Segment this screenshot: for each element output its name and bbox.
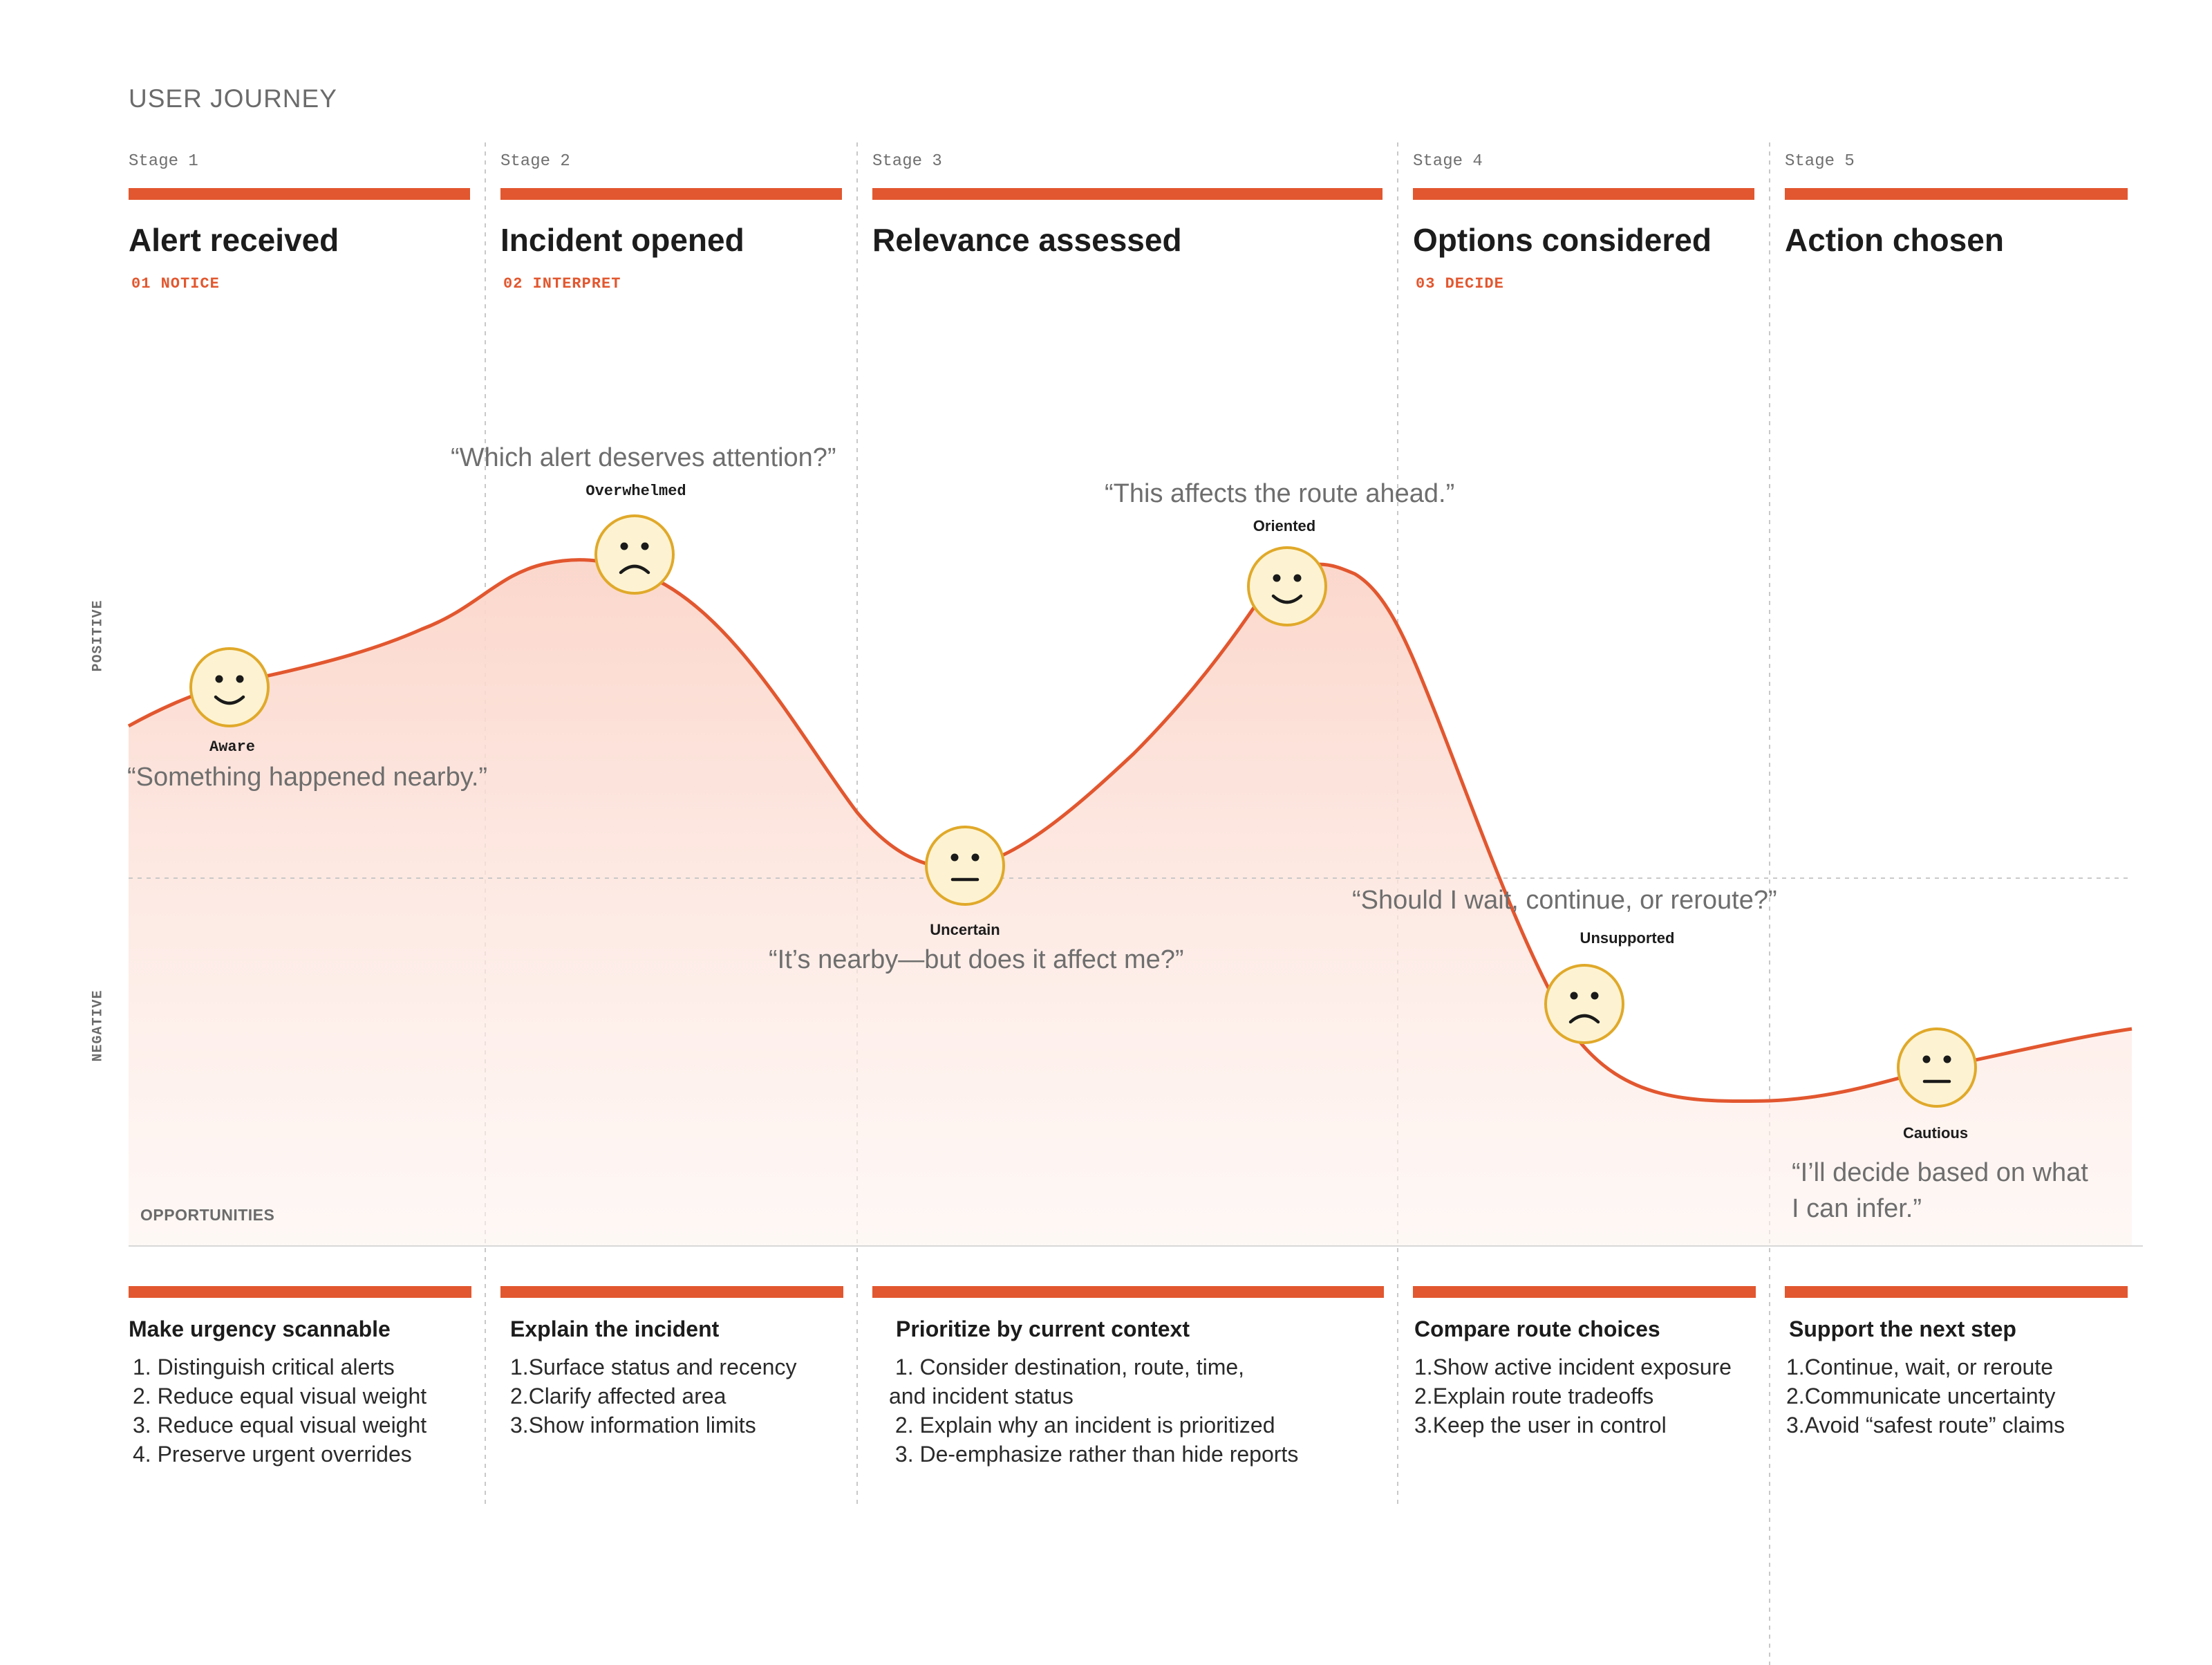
opportunity-bar [129, 1286, 471, 1298]
opportunity-title: Prioritize by current context [896, 1317, 1190, 1341]
opportunity-bar [1413, 1286, 1756, 1298]
opportunity-list: 1. Consider destination, route, time, an… [889, 1352, 1298, 1469]
opportunity-title: Support the next step [1789, 1317, 2016, 1341]
stage-2-header: Stage 2 Incident opened 02 INTERPRET [500, 152, 842, 297]
stage-name: Relevance assessed [872, 222, 1182, 258]
stage-phase: 01 NOTICE [131, 275, 220, 292]
quote-uncertain: “It’s nearby—but does it affect me?” [769, 945, 1184, 974]
opportunities-label: OPPORTUNITIES [140, 1206, 275, 1224]
opportunity-list: 1.Continue, wait, or reroute 2.Communica… [1786, 1352, 2065, 1440]
opportunity-bar [872, 1286, 1384, 1298]
stage-bar [129, 188, 470, 200]
emotion-label-unsupported: Unsupported [1580, 929, 1675, 947]
list-item: and incident status [889, 1384, 1074, 1408]
stage-bar [872, 188, 1382, 200]
list-item: 3.Avoid “safest route” claims [1786, 1413, 2065, 1438]
stage-number: Stage 1 [129, 152, 198, 171]
opportunity-title: Compare route choices [1414, 1317, 1660, 1341]
opportunity-list: 1.Show active incident exposure 2.Explai… [1414, 1352, 1732, 1440]
stage-number: Stage 3 [872, 152, 942, 171]
emotion-faces [189, 514, 1977, 1108]
opportunity-list: 1.Surface status and recency 2.Clarify a… [510, 1352, 796, 1440]
opportunity-bar [1785, 1286, 2128, 1298]
list-item: 3.Keep the user in control [1414, 1413, 1667, 1438]
list-item: 2. Explain why an incident is prioritize… [889, 1413, 1275, 1438]
list-item: 4. Preserve urgent overrides [133, 1442, 412, 1467]
list-item: 3. De-emphasize rather than hide reports [889, 1442, 1299, 1467]
list-item: 1.Show active incident exposure [1414, 1355, 1732, 1379]
list-item: 3.Show information limits [510, 1413, 756, 1438]
stage-phase: 02 INTERPRET [503, 275, 621, 292]
emotion-label-cautious: Cautious [1902, 1124, 1969, 1142]
list-item: 2.Explain route tradeoffs [1414, 1384, 1654, 1408]
stage-1-header: Stage 1 Alert received 01 NOTICE [129, 152, 470, 297]
stage-bar [500, 188, 842, 200]
list-item: 2.Clarify affected area [510, 1384, 727, 1408]
stage-name: Alert received [129, 222, 339, 258]
stage-phase: 03 DECIDE [1416, 275, 1504, 292]
list-item: 2.Communicate uncertainty [1786, 1384, 2056, 1408]
stage-name: Action chosen [1785, 222, 2004, 258]
neutral-face-icon [925, 826, 1005, 906]
axis-positive-label: POSITIVE [90, 599, 106, 672]
quote-oriented: “This affects the route ahead.” [1105, 479, 1455, 508]
opportunity-bar [500, 1286, 843, 1298]
stage-number: Stage 2 [500, 152, 570, 171]
quote-aware: “Something happened nearby.” [127, 763, 488, 792]
quote-cautious: “I’ll decide based on what I can infer.” [1792, 1155, 2088, 1227]
happy-face-icon [1247, 546, 1327, 626]
neutral-face-icon [1897, 1027, 1977, 1108]
stage-dividers [485, 142, 1770, 1665]
opportunity-title: Explain the incident [510, 1317, 720, 1341]
emotion-label-oriented: Oriented [1253, 517, 1316, 534]
emotion-label-aware: Aware [209, 738, 256, 756]
opportunity-list: 1. Distinguish critical alerts 2. Reduce… [133, 1352, 427, 1469]
stage-bar [1785, 188, 2128, 200]
page-title: USER JOURNEY [129, 84, 337, 113]
list-item: 1. Consider destination, route, time, [889, 1355, 1245, 1379]
list-item: 1.Continue, wait, or reroute [1786, 1355, 2053, 1379]
emotion-label-overwhelmed: Overwhelmed [585, 483, 686, 500]
list-item: 2. Reduce equal visual weight [133, 1384, 427, 1408]
emotion-area [129, 559, 2132, 1246]
stage-number: Stage 4 [1413, 152, 1483, 171]
stage-name: Incident opened [500, 222, 744, 258]
quote-unsupported: “Should I wait, continue, or reroute?” [1352, 886, 1777, 915]
opportunity-title: Make urgency scannable [129, 1317, 391, 1341]
sad-face-icon [1544, 964, 1624, 1044]
quote-overwhelmed: “Which alert deserves attention?” [451, 443, 836, 472]
stage-5-header: Stage 5 Action chosen [1785, 152, 2128, 297]
list-item: 1. Distinguish critical alerts [133, 1355, 395, 1379]
sad-face-icon [594, 514, 675, 595]
stage-3-header: Stage 3 Relevance assessed [872, 152, 1382, 297]
emotion-curve [127, 558, 2133, 1104]
list-item: 3. Reduce equal visual weight [133, 1413, 427, 1438]
stage-4-header: Stage 4 Options considered 03 DECIDE [1413, 152, 1754, 297]
quote-line: “I’ll decide based on what [1792, 1158, 2088, 1187]
quote-line: I can infer.” [1792, 1194, 1922, 1223]
list-item: 1.Surface status and recency [510, 1355, 797, 1379]
happy-face-icon [189, 647, 270, 727]
emotion-label-uncertain: Uncertain [930, 921, 1000, 938]
stage-bar [1413, 188, 1754, 200]
stage-name: Options considered [1413, 222, 1712, 258]
axis-negative-label: NEGATIVE [90, 989, 106, 1062]
stage-number: Stage 5 [1785, 152, 1855, 171]
